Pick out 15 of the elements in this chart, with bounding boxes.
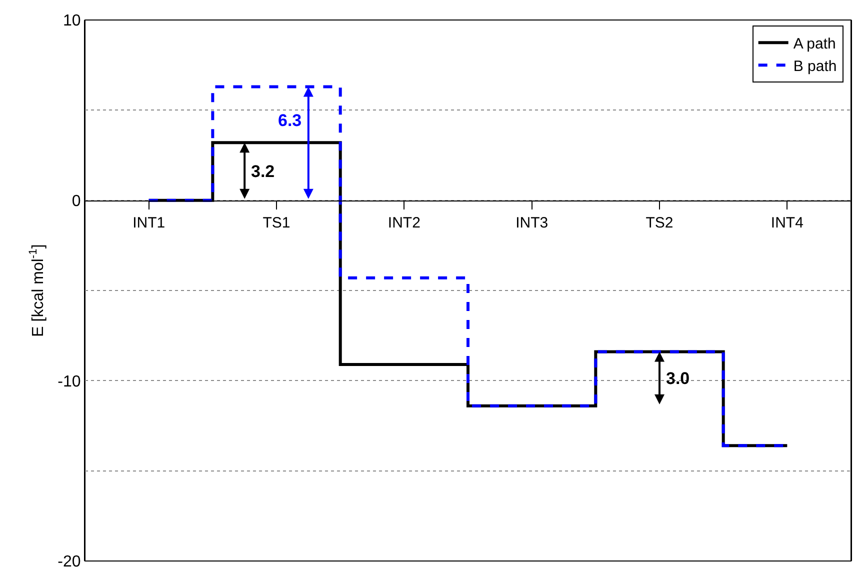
x-tick-label: INT4 [770,214,804,232]
annotation: 3.2 [251,162,275,181]
annotation: 3.0 [666,369,690,388]
x-tick-label: INT1 [132,214,166,232]
y-tick-label: -10 [58,373,81,390]
legend-label: A path [793,36,836,53]
annotation: 6.3 [278,111,302,130]
y-tick-label: -20 [58,554,81,571]
x-tick-label: INT3 [516,214,548,232]
y-tick-label: 10 [63,12,81,30]
x-tick-label: TS2 [646,214,674,232]
x-tick-label: TS1 [262,214,290,232]
y-tick-label: 0 [72,192,81,210]
x-tick-label: INT2 [388,214,420,232]
legend-label: B path [793,58,837,76]
